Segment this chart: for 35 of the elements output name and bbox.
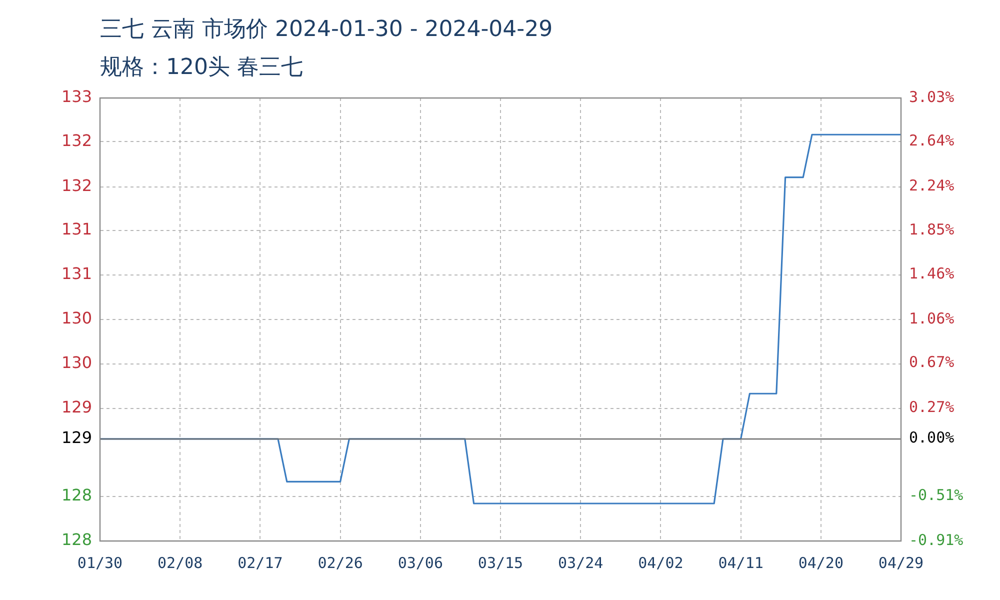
y2-tick-label: 1.06% <box>909 309 954 328</box>
y2-tick-label: 0.27% <box>909 398 954 416</box>
x-tick-label: 02/26 <box>318 554 363 572</box>
x-tick-label: 04/02 <box>638 554 684 572</box>
y2-tick-label: -0.51% <box>909 486 964 504</box>
x-tick-label: 02/17 <box>238 554 283 572</box>
y-tick-label: 128 <box>61 530 92 550</box>
x-tick-label: 03/24 <box>558 554 604 572</box>
y2-tick-label: 3.03% <box>909 88 954 106</box>
y2-tick-label: 0.00% <box>909 428 954 447</box>
y2-tick-label: 1.46% <box>909 264 954 282</box>
y-tick-label: 132 <box>61 176 92 196</box>
y2-tick-label: 2.24% <box>909 176 954 195</box>
y-tick-label: 129 <box>61 428 92 448</box>
y2-tick-label: 1.85% <box>909 220 954 239</box>
y2-tick-label: 2.64% <box>909 132 954 150</box>
x-tick-label: 04/11 <box>718 554 764 572</box>
y-tick-label: 130 <box>61 353 92 372</box>
y-tick-label: 128 <box>61 486 92 505</box>
y-tick-label: 131 <box>61 220 92 239</box>
y-tick-label: 133 <box>61 87 92 106</box>
x-tick-label: 04/29 <box>878 554 924 572</box>
y-tick-label: 129 <box>61 398 92 417</box>
y-tick-label: 130 <box>61 308 92 328</box>
x-tick-label: 01/30 <box>77 554 123 572</box>
chart-subtitle: 规格：120头 春三七 <box>100 54 303 82</box>
x-tick-label: 03/15 <box>478 554 524 572</box>
x-tick-label: 03/06 <box>398 554 443 572</box>
y2-tick-label: 0.67% <box>909 353 954 372</box>
y2-tick-label: -0.91% <box>909 530 964 549</box>
chart-title: 三七 云南 市场价 2024-01-30 - 2024-04-29 <box>100 16 553 44</box>
x-tick-label: 04/20 <box>798 554 844 572</box>
x-tick-label: 02/08 <box>158 554 203 572</box>
y-tick-label: 131 <box>61 264 92 284</box>
y-tick-label: 132 <box>61 130 92 150</box>
